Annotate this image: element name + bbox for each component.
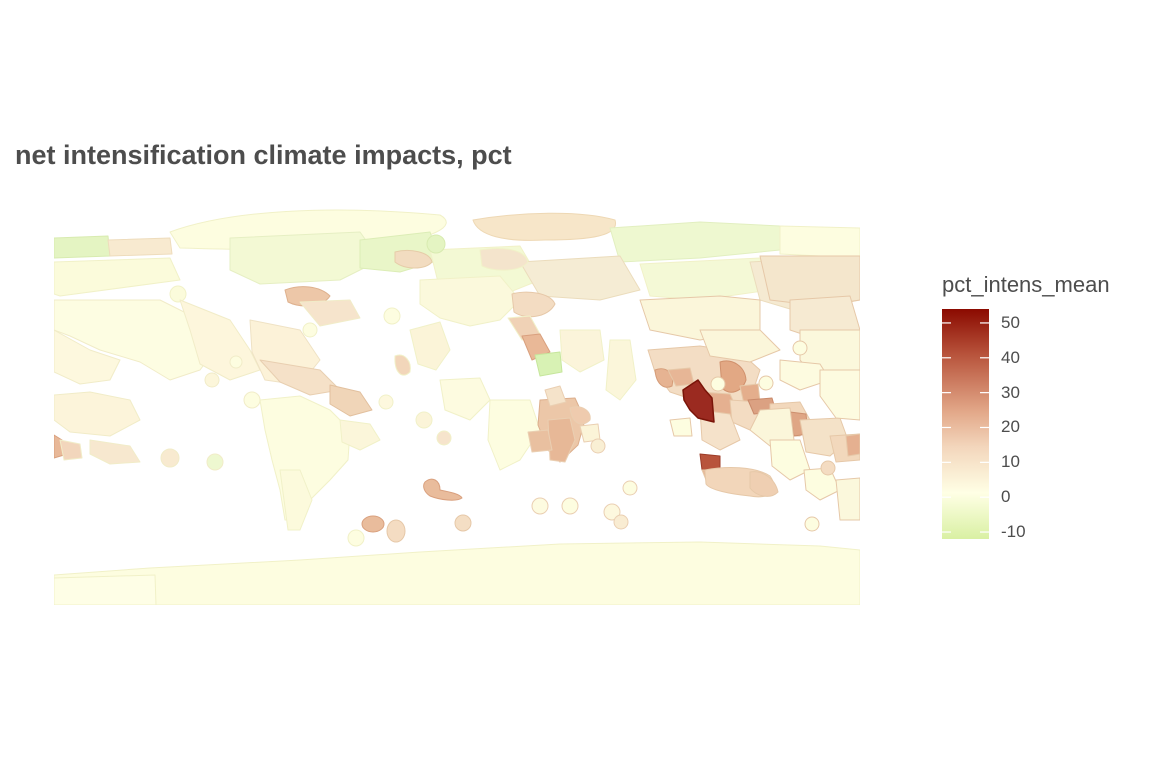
region-africa <box>527 385 638 530</box>
legend-colorbar <box>942 309 989 539</box>
legend-ticks <box>942 322 989 533</box>
region-south-america <box>259 394 394 547</box>
figure-title: net intensification climate impacts, pct <box>15 140 512 170</box>
legend-tick-label: 40 <box>1001 347 1020 367</box>
legend-tick-label: 10 <box>1001 452 1020 472</box>
region-arctic-belt <box>54 209 860 313</box>
legend-tick-label: -10 <box>1001 522 1026 542</box>
region-north-america <box>54 286 373 471</box>
legend-tick-label: 0 <box>1001 487 1011 507</box>
legend-tick-label: 30 <box>1001 382 1020 402</box>
region-antarctic-belt <box>54 541 860 605</box>
legend-tick-label: 20 <box>1001 417 1020 437</box>
region-hotspot <box>682 379 715 423</box>
region-europe-mideast <box>302 275 637 471</box>
region-south-islands <box>361 478 472 543</box>
legend-tick-label: 50 <box>1001 312 1020 332</box>
legend-title: pct_intens_mean <box>942 272 1110 297</box>
map-regions <box>54 209 860 605</box>
